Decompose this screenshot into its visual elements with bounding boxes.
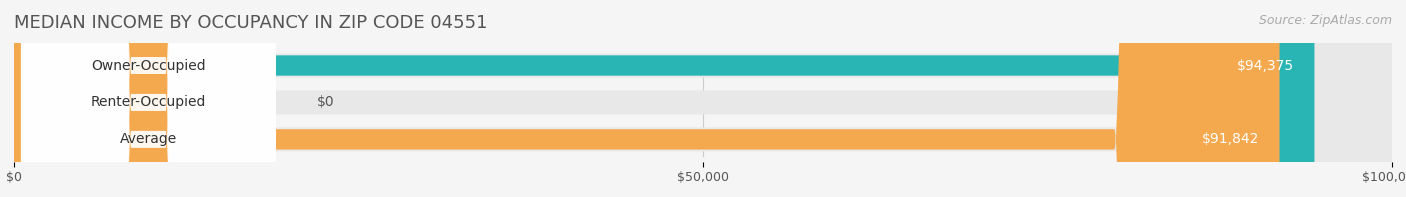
FancyBboxPatch shape [14, 0, 1392, 197]
Text: Renter-Occupied: Renter-Occupied [91, 95, 207, 110]
FancyBboxPatch shape [14, 0, 48, 197]
FancyBboxPatch shape [14, 0, 1392, 197]
Text: Average: Average [120, 132, 177, 146]
Text: $94,375: $94,375 [1237, 59, 1294, 72]
FancyBboxPatch shape [14, 0, 1279, 197]
Text: Source: ZipAtlas.com: Source: ZipAtlas.com [1258, 14, 1392, 27]
FancyBboxPatch shape [21, 0, 276, 197]
FancyBboxPatch shape [21, 0, 276, 197]
Text: $91,842: $91,842 [1202, 132, 1258, 146]
FancyBboxPatch shape [14, 0, 1392, 197]
FancyBboxPatch shape [14, 0, 1315, 197]
Text: MEDIAN INCOME BY OCCUPANCY IN ZIP CODE 04551: MEDIAN INCOME BY OCCUPANCY IN ZIP CODE 0… [14, 14, 488, 32]
Text: $0: $0 [318, 95, 335, 110]
Text: Owner-Occupied: Owner-Occupied [91, 59, 205, 72]
FancyBboxPatch shape [21, 0, 276, 197]
